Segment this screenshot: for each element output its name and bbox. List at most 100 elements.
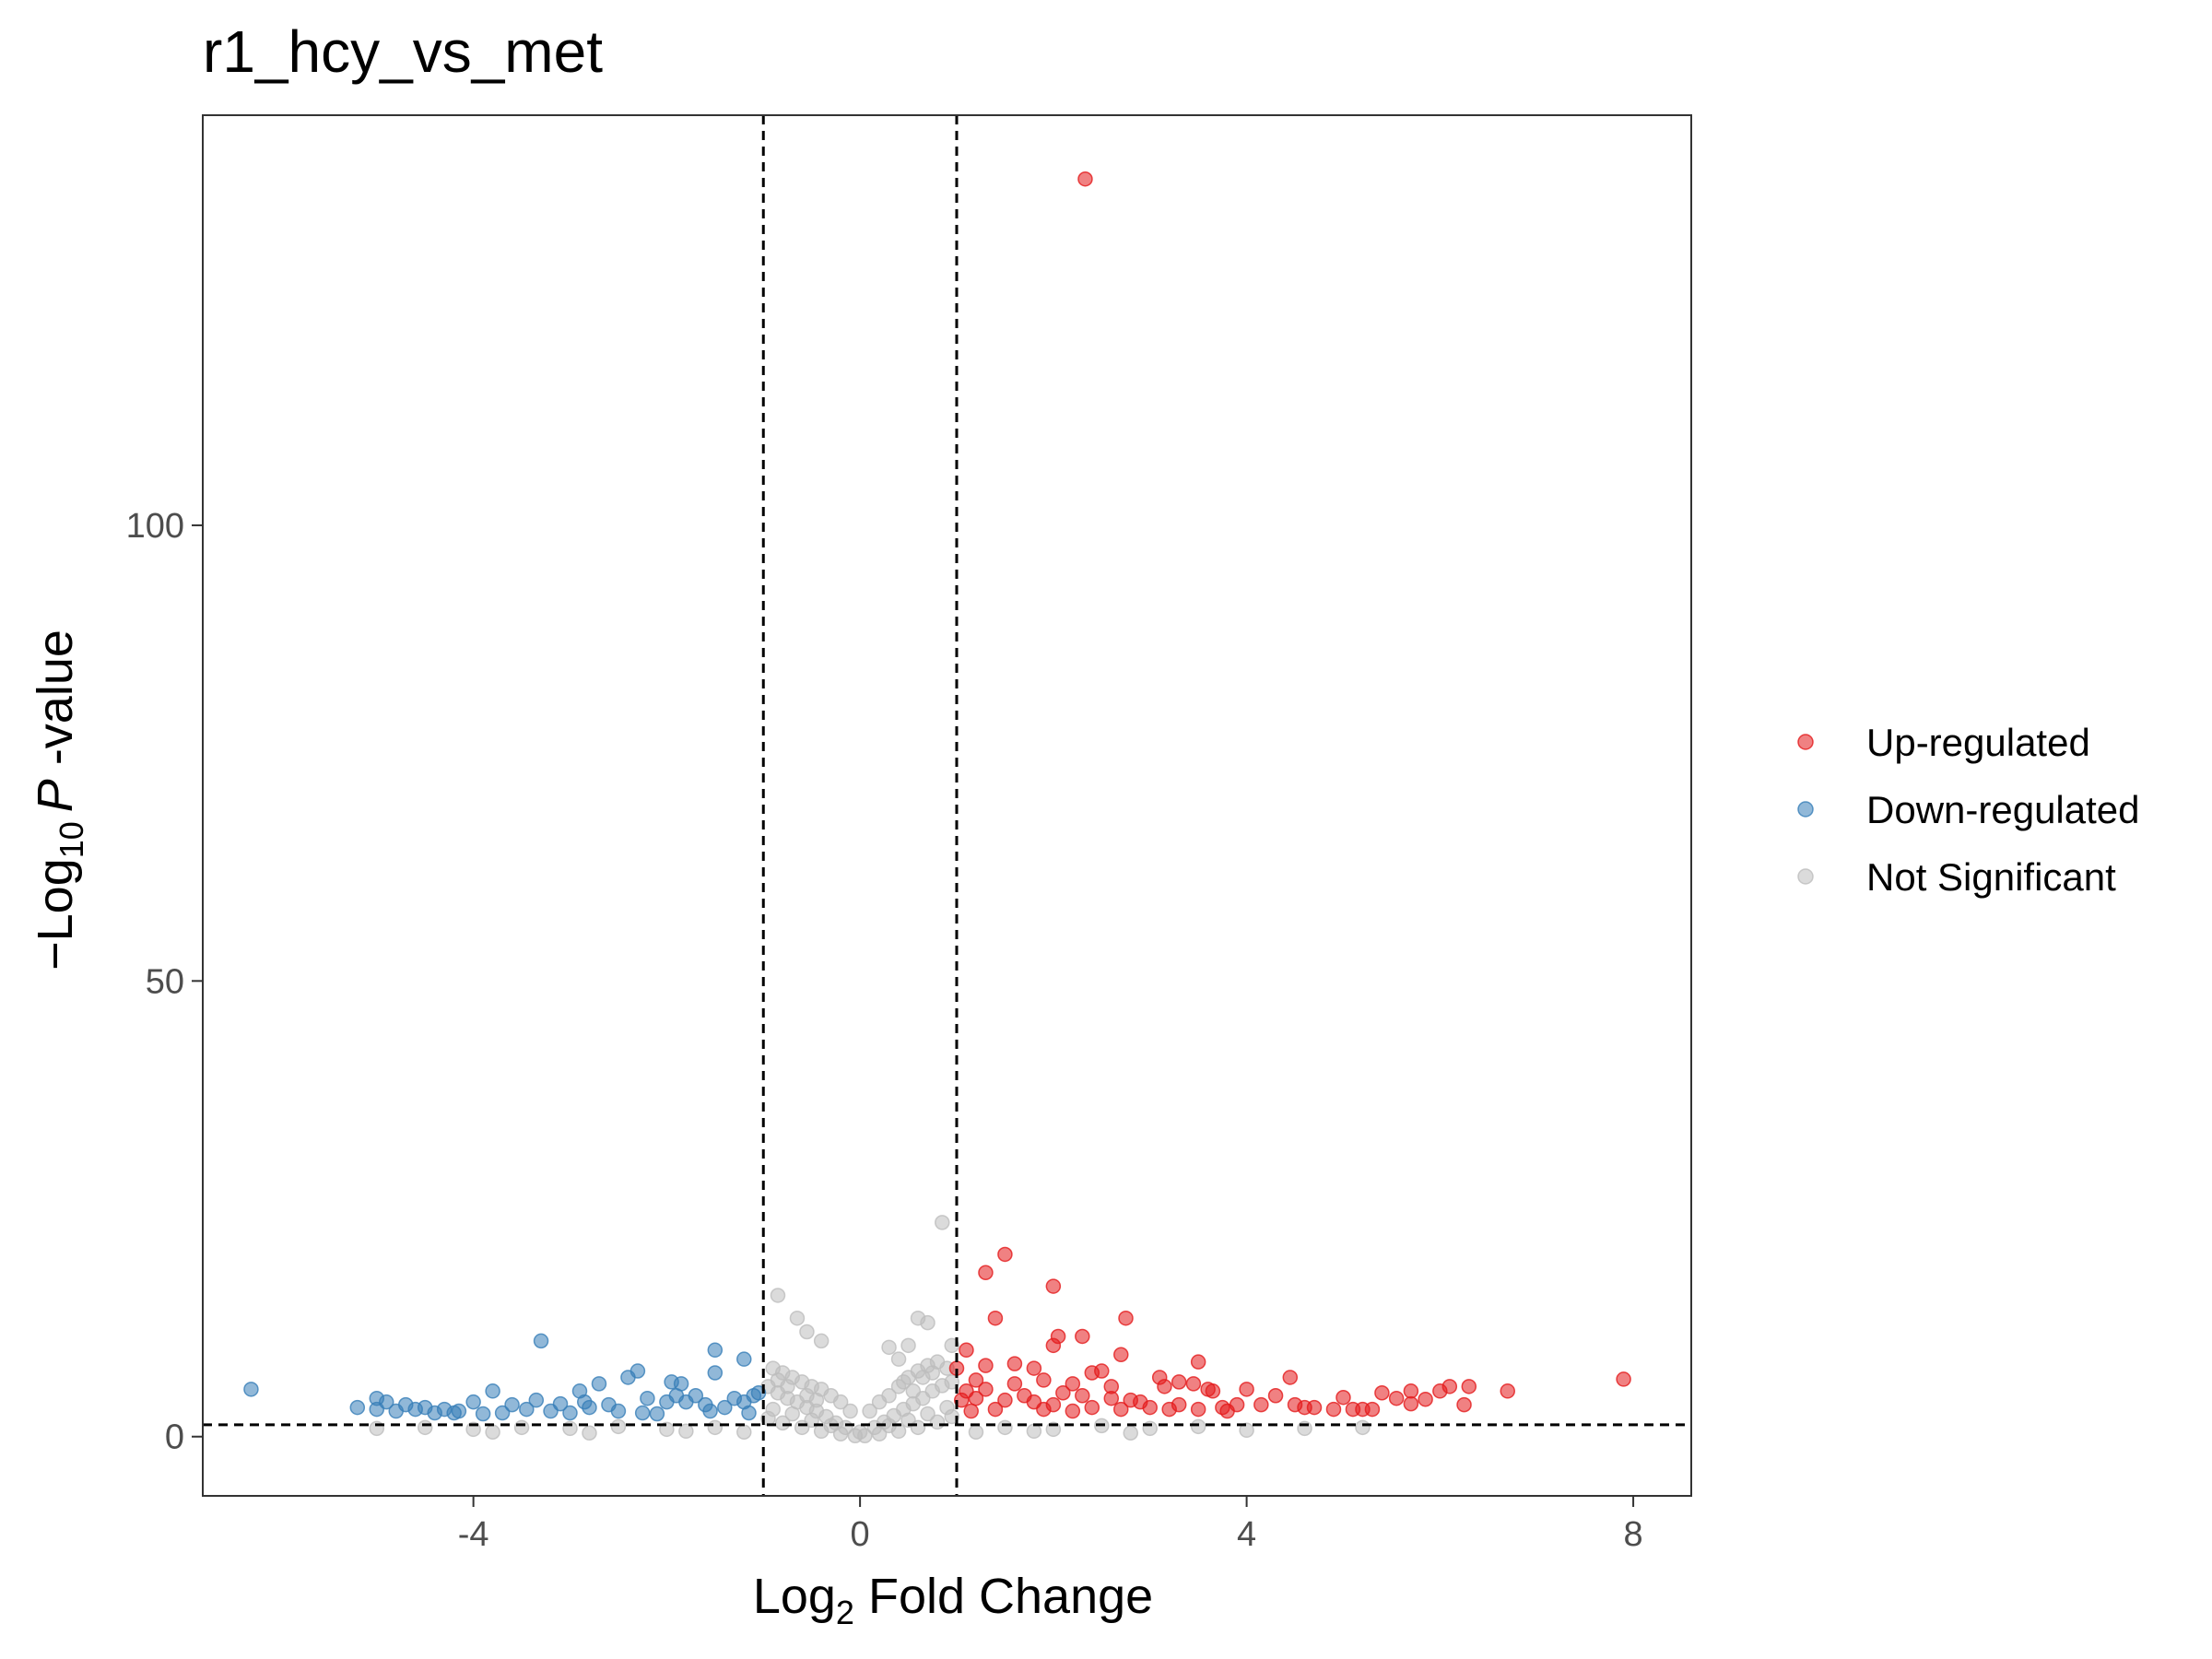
data-point-up-regulated — [1282, 1370, 1299, 1385]
data-point-not-significant — [770, 1372, 786, 1388]
data-point-up-regulated — [1456, 1396, 1472, 1413]
data-point-not-significant — [485, 1424, 500, 1441]
data-point-up-regulated — [959, 1342, 974, 1359]
data-point-not-significant — [417, 1419, 433, 1436]
data-point-down-regulated — [485, 1383, 500, 1399]
data-point-down-regulated — [620, 1370, 636, 1385]
data-point-not-significant — [770, 1288, 786, 1303]
data-point-down-regulated — [533, 1333, 549, 1349]
y-axis-title-rest: -value — [28, 629, 83, 779]
data-point-up-regulated — [1297, 1399, 1312, 1416]
data-point-up-regulated — [1364, 1401, 1381, 1418]
legend-key-up-regulated — [1797, 734, 1814, 750]
y-tick-label: 100 — [126, 507, 184, 546]
data-point-up-regulated — [1418, 1391, 1433, 1407]
data-point-down-regulated — [543, 1403, 559, 1419]
data-point-up-regulated — [1123, 1392, 1139, 1408]
data-point-up-regulated — [1065, 1376, 1081, 1392]
data-point-down-regulated — [519, 1401, 535, 1418]
legend-label-up-regulated: Up-regulated — [1866, 721, 2090, 764]
data-point-up-regulated — [1113, 1401, 1129, 1418]
data-point-down-regulated — [528, 1392, 545, 1408]
data-point-not-significant — [832, 1394, 849, 1410]
data-point-not-significant — [910, 1419, 926, 1436]
plot-border — [202, 114, 1692, 1497]
data-point-not-significant — [832, 1426, 849, 1442]
data-point-not-significant — [799, 1324, 815, 1340]
data-point-not-significant — [900, 1337, 916, 1354]
data-point-up-regulated — [978, 1382, 994, 1397]
data-point-up-regulated — [1239, 1382, 1254, 1397]
data-point-up-regulated — [1118, 1310, 1134, 1326]
data-point-up-regulated — [1616, 1371, 1631, 1387]
plot-background — [203, 115, 1691, 1496]
data-point-down-regulated — [388, 1403, 404, 1419]
data-point-down-regulated — [736, 1351, 752, 1367]
data-point-up-regulated — [1205, 1383, 1221, 1399]
data-point-down-regulated — [649, 1406, 665, 1422]
y-axis-title-sub: 10 — [53, 821, 90, 858]
data-point-not-significant — [871, 1426, 888, 1442]
data-point-down-regulated — [591, 1376, 607, 1392]
data-point-up-regulated — [1055, 1385, 1071, 1401]
data-point-not-significant — [1190, 1418, 1206, 1435]
data-point-down-regulated — [702, 1403, 718, 1419]
data-point-up-regulated — [978, 1358, 994, 1373]
data-point-down-regulated — [475, 1406, 491, 1422]
data-point-not-significant — [774, 1415, 791, 1431]
x-axis: -4 0 4 8 — [458, 1496, 1643, 1554]
x-axis-title-rest: Fold Change — [854, 1569, 1153, 1624]
data-point-up-regulated — [968, 1372, 984, 1388]
data-point-up-regulated — [1267, 1387, 1284, 1404]
data-point-down-regulated — [243, 1382, 259, 1397]
data-point-up-regulated — [997, 1246, 1013, 1263]
data-point-up-regulated — [1403, 1395, 1419, 1412]
data-point-not-significant — [997, 1419, 1013, 1436]
x-tick-label: 8 — [1624, 1515, 1643, 1554]
data-point-down-regulated — [446, 1405, 462, 1421]
data-point-not-significant — [881, 1339, 897, 1356]
data-point-down-regulated — [668, 1387, 685, 1404]
data-point-not-significant — [813, 1423, 830, 1440]
data-point-up-regulated — [1075, 1328, 1090, 1345]
data-point-up-regulated — [987, 1310, 1004, 1326]
data-point-up-regulated — [1075, 1387, 1090, 1404]
data-point-up-regulated — [1065, 1403, 1081, 1419]
data-point-down-regulated — [634, 1405, 651, 1421]
data-point-up-regulated — [959, 1383, 974, 1399]
y-tick-label: 50 — [146, 962, 184, 1001]
legend-label-not-significant: Not Significant — [1866, 855, 2116, 899]
y-axis-title: −Log10 P -value — [28, 629, 90, 971]
data-point-down-regulated — [465, 1394, 481, 1410]
data-point-down-regulated — [576, 1394, 593, 1410]
data-point-down-regulated — [504, 1396, 520, 1413]
data-point-up-regulated — [1045, 1278, 1062, 1294]
data-point-up-regulated — [1006, 1356, 1023, 1371]
data-point-up-regulated — [1325, 1401, 1342, 1418]
data-point-not-significant — [905, 1383, 922, 1399]
data-point-not-significant — [678, 1423, 694, 1440]
data-point-up-regulated — [1461, 1379, 1477, 1394]
data-point-up-regulated — [997, 1392, 1013, 1408]
data-point-down-regulated — [427, 1405, 442, 1421]
data-point-up-regulated — [1084, 1399, 1100, 1416]
y-axis-title-prefix: −Log — [28, 858, 83, 971]
y-tick-label: 0 — [165, 1418, 184, 1457]
data-point-not-significant — [582, 1425, 597, 1441]
data-point-not-significant — [707, 1419, 724, 1436]
data-point-down-regulated — [494, 1405, 511, 1421]
data-point-up-regulated — [1253, 1396, 1269, 1413]
data-point-not-significant — [789, 1310, 806, 1326]
data-point-not-significant — [784, 1406, 800, 1422]
data-point-not-significant — [736, 1424, 752, 1441]
legend-key-down-regulated — [1797, 801, 1814, 818]
data-point-up-regulated — [1036, 1401, 1052, 1418]
y-axis-title-p: P — [28, 779, 83, 812]
chart-title: r1_hcy_vs_met — [203, 18, 603, 85]
data-point-up-regulated — [1403, 1383, 1419, 1399]
data-point-not-significant — [890, 1351, 907, 1367]
data-point-not-significant — [842, 1403, 858, 1419]
data-point-not-significant — [862, 1403, 877, 1419]
data-point-up-regulated — [1190, 1401, 1206, 1418]
data-point-up-regulated — [1335, 1389, 1351, 1406]
